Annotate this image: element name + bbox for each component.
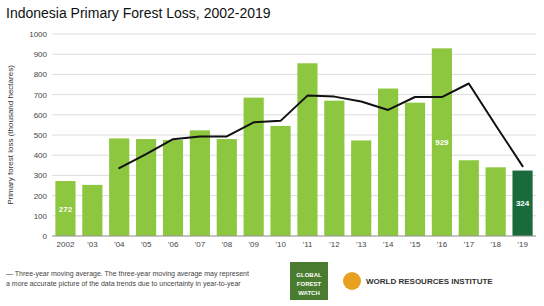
y-tick-label: 0 [43, 232, 48, 241]
y-axis-label: Primary forest loss (thousand hectares) [6, 65, 15, 205]
x-tick-label: ’05 [141, 240, 152, 249]
y-tick-label: 1000 [29, 30, 47, 39]
bar [297, 63, 317, 236]
bar [432, 48, 452, 236]
data-label: 324 [516, 199, 530, 208]
y-tick-label: 400 [34, 151, 48, 160]
x-tick-label: ’10 [275, 240, 286, 249]
bar [324, 101, 344, 236]
bar [244, 98, 264, 236]
x-axis-line [52, 236, 536, 237]
bar [82, 185, 102, 236]
gfw-logo-text: FOREST [297, 281, 322, 287]
x-tick-label: ’18 [490, 240, 501, 249]
x-tick-label: ’16 [437, 240, 448, 249]
x-tick-label: ’11 [302, 240, 313, 249]
bar [486, 167, 506, 236]
footer-line: — Three-year moving average. The three-y… [6, 270, 249, 278]
x-tick-label: ’17 [463, 240, 474, 249]
grid-line [52, 135, 536, 136]
plot-area [55, 48, 532, 236]
x-tick-label: ’15 [410, 240, 421, 249]
bar [512, 171, 532, 236]
wri-text: WORLD RESOURCES INSTITUTE [366, 277, 493, 286]
gfw-logo [290, 262, 328, 300]
y-tick-label: 300 [34, 171, 48, 180]
data-label: 272 [59, 205, 73, 214]
grid-line [52, 114, 536, 115]
bar [109, 138, 129, 236]
bar [405, 103, 425, 236]
x-tick-label: ’13 [356, 240, 367, 249]
gfw-logo-text: GLOBAL [296, 272, 322, 278]
y-tick-label: 700 [34, 91, 48, 100]
x-tick-label: ’07 [195, 240, 206, 249]
y-tick-label: 200 [34, 192, 48, 201]
bar [217, 139, 237, 236]
bar [270, 126, 290, 236]
x-tick-label: ’04 [114, 240, 125, 249]
bar [190, 130, 210, 236]
gfw-logo-text: WATCH [298, 290, 320, 296]
x-tick-label: ’14 [383, 240, 394, 249]
wri-logo [343, 272, 361, 290]
y-tick-label: 900 [34, 50, 48, 59]
bar [163, 140, 183, 236]
grid-line [52, 94, 536, 95]
y-tick-label: 800 [34, 70, 48, 79]
x-tick-label: ’12 [329, 240, 340, 249]
y-tick-label: 600 [34, 111, 48, 120]
footer-line: a more accurate picture of the data tren… [6, 280, 241, 288]
moving-average-line [119, 83, 522, 168]
x-tick-label: ’19 [517, 240, 528, 249]
grid-line [52, 236, 536, 237]
grid-line [52, 54, 536, 55]
chart: Indonesia Primary Forest Loss, 2002-2019… [0, 0, 544, 306]
title: Indonesia Primary Forest Loss, 2002-2019 [6, 5, 271, 21]
footer-note: — Three-year moving average. The three-y… [6, 270, 249, 288]
x-tick-label: 2002 [57, 240, 75, 249]
grid-line [52, 74, 536, 75]
y-tick-label: 100 [34, 212, 48, 221]
y-tick-label: 500 [34, 131, 48, 140]
y-grid [52, 34, 536, 236]
bar [351, 140, 371, 236]
x-tick-label: ’06 [168, 240, 179, 249]
bar [459, 160, 479, 236]
x-tick-label: ’03 [87, 240, 98, 249]
data-labels: 272 929 324 [59, 138, 530, 213]
x-tick-label: ’09 [248, 240, 259, 249]
grid-line [52, 34, 536, 35]
bar [55, 181, 75, 236]
x-tick-label: ’08 [221, 240, 232, 249]
data-label: 929 [435, 138, 449, 147]
